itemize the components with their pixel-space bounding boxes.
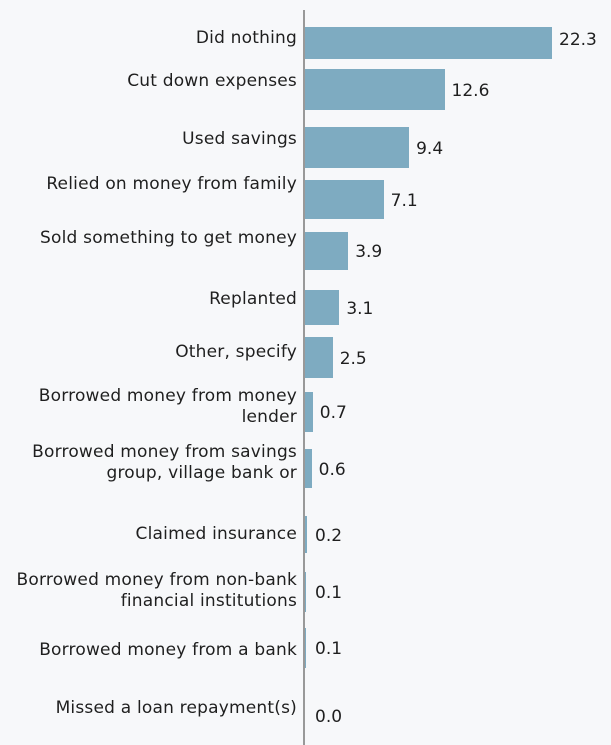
bar-borrowed-money-from-a-bank	[305, 628, 307, 668]
bar-did-nothing	[305, 27, 552, 59]
bar-cut-down-expenses	[305, 69, 445, 110]
category-label-borrowed-money-from-savings-group-village-bank-or: Borrowed money from savings group, villa…	[32, 442, 297, 483]
category-label-cut-down-expenses: Cut down expenses	[127, 71, 297, 91]
category-axis-line	[303, 10, 305, 745]
bar-replanted	[305, 290, 340, 325]
bar-used-savings	[305, 127, 410, 168]
category-label-relied-on-money-from-family: Relied on money from family	[46, 174, 297, 194]
category-label-missed-a-loan-repayment-s: Missed a loan repayment(s)	[55, 698, 297, 718]
value-label-missed-a-loan-repayment-s: 0.0	[315, 707, 343, 727]
value-label-replanted: 3.1	[346, 298, 374, 319]
category-label-did-nothing: Did nothing	[195, 28, 297, 48]
value-label-used-savings: 9.4	[416, 138, 444, 159]
value-label-did-nothing: 22.3	[559, 30, 597, 50]
category-label-borrowed-money-from-money-lender: Borrowed money from money lender	[38, 386, 297, 427]
category-label-borrowed-money-from-non-bank-financial-institutions: Borrowed money from non-bank financial i…	[16, 570, 297, 611]
category-label-used-savings: Used savings	[182, 129, 297, 149]
value-label-borrowed-money-from-savings-group-village-bank-or: 0.6	[318, 459, 346, 480]
bar-sold-something-to-get-money	[305, 232, 349, 270]
bar-other-specify	[305, 337, 333, 378]
bar-borrowed-money-from-savings-group-village-bank-or	[305, 449, 312, 488]
value-label-other-specify: 2.5	[339, 348, 367, 369]
category-label-borrowed-money-from-a-bank: Borrowed money from a bank	[39, 640, 297, 660]
value-label-borrowed-money-from-money-lender: 0.7	[319, 403, 347, 423]
category-label-other-specify: Other, specify	[175, 342, 297, 362]
value-label-borrowed-money-from-non-bank-financial-institutions: 0.1	[315, 583, 343, 603]
value-label-cut-down-expenses: 12.6	[451, 80, 490, 101]
category-label-sold-something-to-get-money: Sold something to get money	[40, 228, 297, 248]
value-label-claimed-insurance: 0.2	[315, 525, 343, 546]
bar-claimed-insurance	[305, 516, 308, 553]
bar-borrowed-money-from-non-bank-financial-institutions	[305, 572, 307, 612]
category-label-claimed-insurance: Claimed insurance	[135, 524, 297, 544]
value-label-relied-on-money-from-family: 7.1	[390, 190, 418, 211]
bar-borrowed-money-from-money-lender	[305, 392, 313, 432]
value-label-borrowed-money-from-a-bank: 0.1	[315, 639, 343, 659]
category-label-replanted: Replanted	[209, 289, 297, 309]
bar-relied-on-money-from-family	[305, 180, 384, 219]
value-label-sold-something-to-get-money: 3.9	[355, 242, 383, 262]
